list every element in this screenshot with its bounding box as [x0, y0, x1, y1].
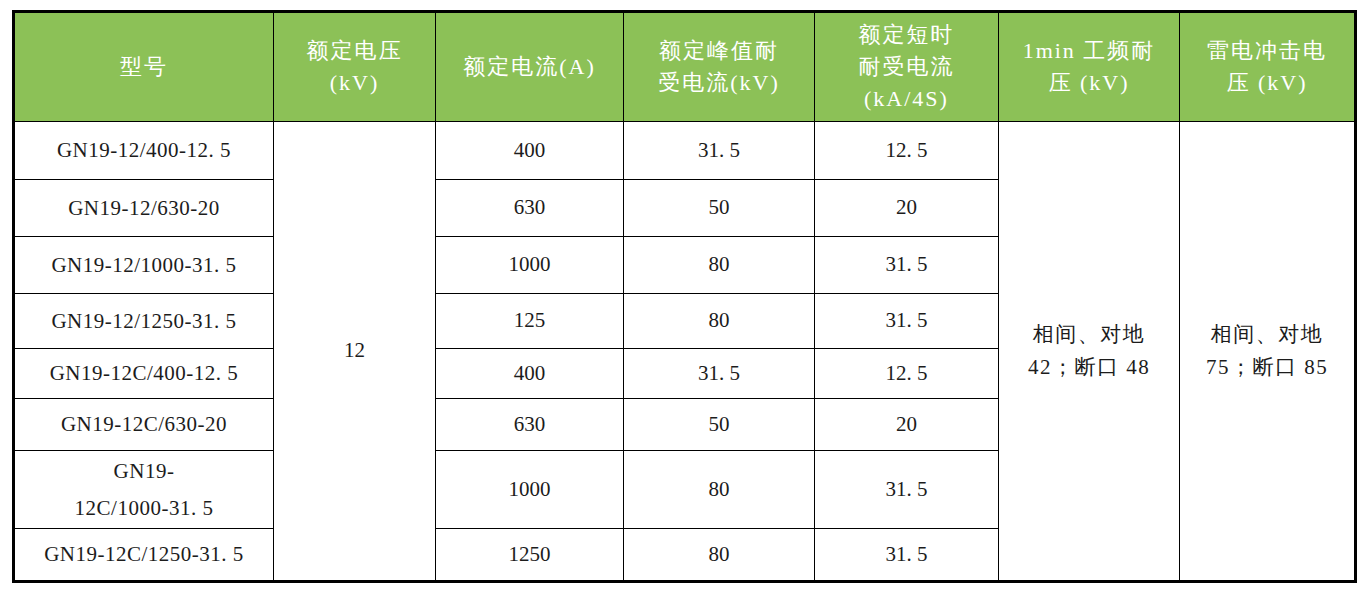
model-cell: GN19-12/1000-31. 5 [14, 237, 274, 294]
rated-current-cell: 400 [436, 122, 624, 180]
rated-current-cell: 630 [436, 399, 624, 451]
short-time-withstand-cell: 31. 5 [815, 237, 999, 294]
short-time-withstand-cell: 31. 5 [815, 294, 999, 349]
col-header-lightning-impulse: 雷电冲击电 压 (kV) [1180, 12, 1356, 122]
header-row: 型号 额定电压 (kV) 额定电流(A) 额定峰值耐 受电流(kV) 额定短时 … [14, 12, 1356, 122]
rated-current-cell: 400 [436, 349, 624, 399]
model-cell: GN19-12/630-20 [14, 180, 274, 237]
table-row: GN19-12/400-12. 5 12 400 31. 5 12. 5 相间、… [14, 122, 1356, 180]
col-header-power-frequency-withstand: 1min 工频耐 压 (kV) [999, 12, 1180, 122]
short-time-withstand-cell: 31. 5 [815, 529, 999, 582]
col-header-short-time-withstand-current: 额定短时 耐受电流 (kA/4S) [815, 12, 999, 122]
col-header-model: 型号 [14, 12, 274, 122]
short-time-withstand-cell: 31. 5 [815, 451, 999, 529]
peak-withstand-cell: 80 [624, 294, 815, 349]
peak-withstand-cell: 31. 5 [624, 349, 815, 399]
rated-current-cell: 1000 [436, 451, 624, 529]
rated-current-cell: 1250 [436, 529, 624, 582]
peak-withstand-cell: 50 [624, 399, 815, 451]
col-header-rated-current: 额定电流(A) [436, 12, 624, 122]
peak-withstand-cell: 80 [624, 237, 815, 294]
model-cell: GN19-12C/1250-31. 5 [14, 529, 274, 582]
col-header-rated-voltage: 额定电压 (kV) [274, 12, 436, 122]
rated-current-cell: 125 [436, 294, 624, 349]
power-frequency-withstand-cell: 相间、对地 42；断口 48 [999, 122, 1180, 582]
short-time-withstand-cell: 12. 5 [815, 122, 999, 180]
col-header-peak-withstand-current: 额定峰值耐 受电流(kV) [624, 12, 815, 122]
model-cell: GN19- 12C/1000-31. 5 [14, 451, 274, 529]
peak-withstand-cell: 80 [624, 451, 815, 529]
short-time-withstand-cell: 20 [815, 399, 999, 451]
model-cell: GN19-12C/630-20 [14, 399, 274, 451]
model-cell: GN19-12/400-12. 5 [14, 122, 274, 180]
spec-table: 型号 额定电压 (kV) 额定电流(A) 额定峰值耐 受电流(kV) 额定短时 … [12, 10, 1357, 583]
peak-withstand-cell: 50 [624, 180, 815, 237]
short-time-withstand-cell: 20 [815, 180, 999, 237]
lightning-impulse-cell: 相间、对地 75；断口 85 [1180, 122, 1356, 582]
rated-current-cell: 1000 [436, 237, 624, 294]
model-cell: GN19-12/1250-31. 5 [14, 294, 274, 349]
peak-withstand-cell: 80 [624, 529, 815, 582]
short-time-withstand-cell: 12. 5 [815, 349, 999, 399]
model-cell: GN19-12C/400-12. 5 [14, 349, 274, 399]
rated-current-cell: 630 [436, 180, 624, 237]
peak-withstand-cell: 31. 5 [624, 122, 815, 180]
rated-voltage-cell: 12 [274, 122, 436, 582]
